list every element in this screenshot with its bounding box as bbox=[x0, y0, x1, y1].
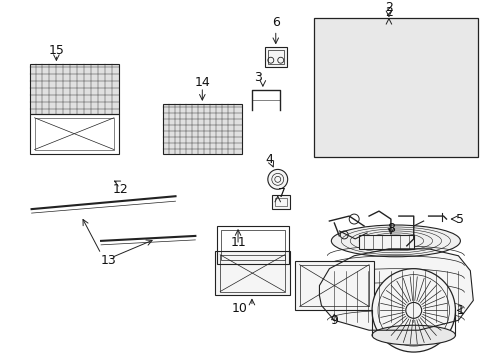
Text: 3: 3 bbox=[253, 71, 261, 84]
Bar bbox=[35, 118, 114, 149]
Bar bbox=[30, 114, 119, 153]
Bar bbox=[274, 198, 286, 206]
Bar bbox=[299, 265, 368, 306]
Bar bbox=[215, 251, 289, 296]
Text: 8: 8 bbox=[386, 222, 394, 235]
Text: 7: 7 bbox=[277, 187, 285, 200]
Text: 12: 12 bbox=[113, 183, 128, 196]
Text: 14: 14 bbox=[194, 76, 210, 89]
Bar bbox=[314, 18, 477, 157]
Circle shape bbox=[267, 170, 287, 189]
Ellipse shape bbox=[371, 325, 454, 345]
Text: 5: 5 bbox=[455, 212, 464, 226]
Bar bbox=[221, 230, 284, 260]
Text: 1: 1 bbox=[455, 304, 464, 317]
Text: 10: 10 bbox=[232, 302, 247, 315]
Text: 15: 15 bbox=[48, 44, 64, 57]
Bar bbox=[30, 64, 119, 114]
Text: 11: 11 bbox=[230, 237, 245, 249]
Text: 4: 4 bbox=[265, 153, 273, 166]
Bar bbox=[220, 255, 284, 292]
Bar bbox=[358, 235, 413, 249]
Bar bbox=[163, 104, 242, 153]
Bar bbox=[267, 50, 283, 64]
Polygon shape bbox=[319, 249, 472, 330]
Bar bbox=[271, 195, 289, 209]
Circle shape bbox=[371, 269, 454, 352]
Bar bbox=[217, 226, 288, 264]
Text: 2: 2 bbox=[384, 1, 392, 14]
Text: 9: 9 bbox=[330, 314, 338, 327]
Ellipse shape bbox=[331, 225, 460, 257]
Bar bbox=[294, 261, 373, 310]
Bar bbox=[264, 47, 286, 67]
Text: 2: 2 bbox=[384, 6, 392, 19]
Text: 6: 6 bbox=[271, 16, 279, 29]
Text: 13: 13 bbox=[101, 254, 117, 267]
